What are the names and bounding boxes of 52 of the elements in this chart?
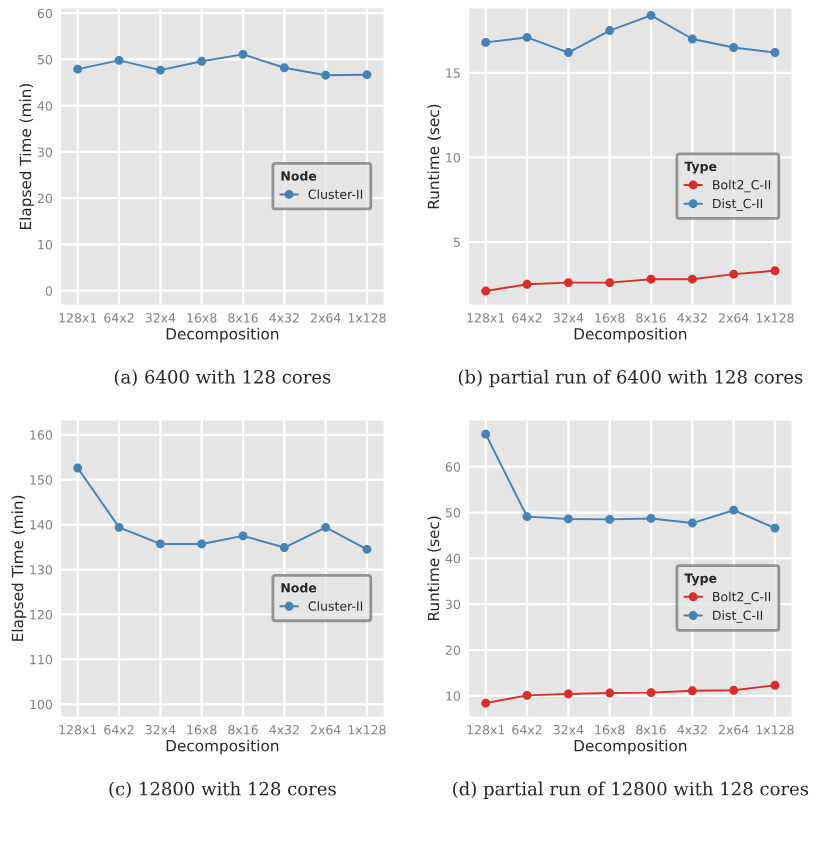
point [563,48,573,57]
point [114,55,124,65]
point [605,514,615,524]
point [687,686,697,696]
point [563,278,573,288]
point [646,688,656,698]
point [522,32,532,42]
point [729,685,739,695]
point [73,463,83,473]
point [563,689,573,699]
point [155,539,165,549]
point [321,70,331,80]
text: (b) partial run of 6400 with 128 cores [458,369,803,388]
point [238,49,248,59]
point [481,698,491,708]
point [605,278,615,288]
point [279,63,289,73]
point [770,48,780,57]
point [646,274,656,284]
text: (a) 6400 with 128 cores [114,369,331,387]
point [279,543,289,552]
text: (d) partial run of 12800 with 128 cores [453,781,809,800]
point [238,531,248,541]
point [481,429,491,439]
point [522,512,532,522]
point [197,539,207,549]
point [729,505,739,515]
point [687,274,697,284]
point [362,544,372,554]
point [563,514,573,524]
point [770,266,780,276]
point [646,514,656,523]
point [321,522,331,532]
point [197,56,207,66]
point [155,65,165,75]
point [605,688,615,698]
text: (c) 12800 with 128 cores [109,781,336,799]
point [605,26,615,36]
point [73,64,83,74]
point [770,680,780,690]
point [481,37,491,47]
point [687,518,697,528]
point [729,269,739,279]
point [481,286,491,296]
point [522,279,532,289]
point [687,34,697,44]
point [646,10,656,20]
point [522,690,532,700]
point [729,43,739,52]
point [770,523,780,533]
point [114,522,124,532]
point [362,70,372,80]
